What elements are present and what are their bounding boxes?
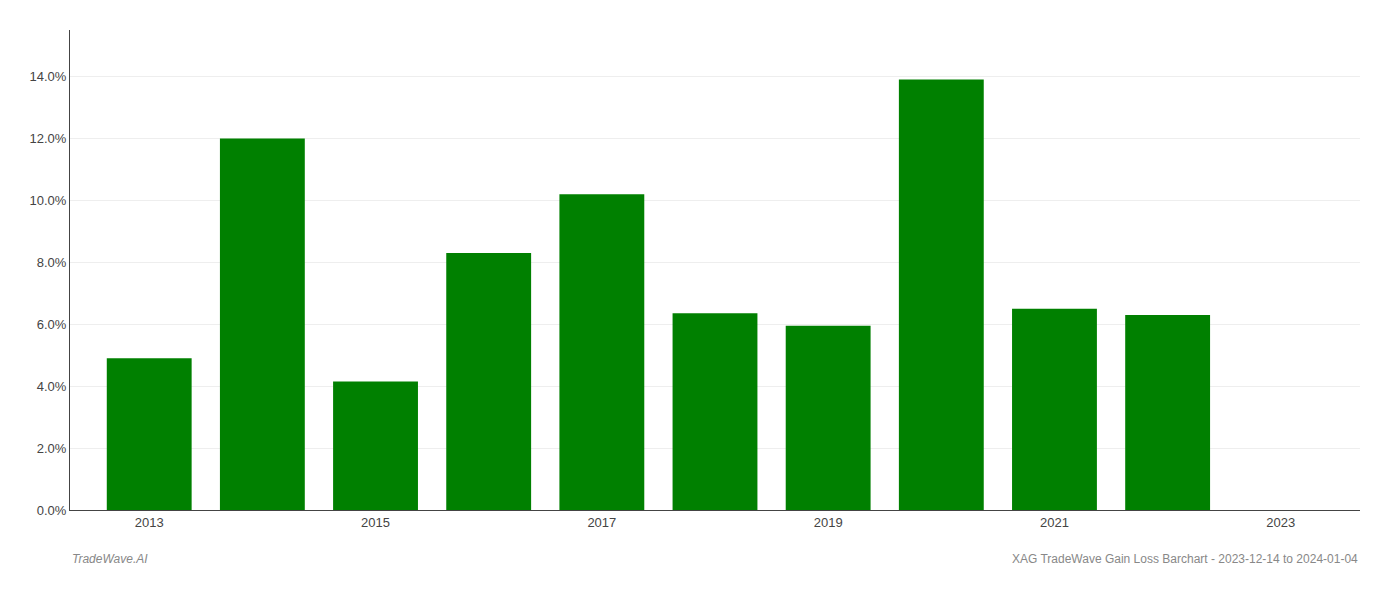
svg-text:12.0%: 12.0% — [30, 131, 67, 146]
svg-text:2.0%: 2.0% — [37, 441, 67, 456]
svg-text:XAG TradeWave Gain Loss Barcha: XAG TradeWave Gain Loss Barchart - 2023-… — [1012, 552, 1358, 566]
svg-text:4.0%: 4.0% — [37, 379, 67, 394]
svg-text:2017: 2017 — [587, 515, 616, 530]
svg-text:2015: 2015 — [361, 515, 390, 530]
svg-text:2021: 2021 — [1040, 515, 1069, 530]
svg-text:6.0%: 6.0% — [37, 317, 67, 332]
svg-text:2023: 2023 — [1266, 515, 1295, 530]
svg-text:2013: 2013 — [135, 515, 164, 530]
svg-text:0.0%: 0.0% — [37, 503, 67, 518]
svg-text:8.0%: 8.0% — [37, 255, 67, 270]
svg-text:TradeWave.AI: TradeWave.AI — [72, 552, 148, 566]
svg-text:14.0%: 14.0% — [30, 69, 67, 84]
svg-text:10.0%: 10.0% — [30, 193, 67, 208]
svg-text:2019: 2019 — [814, 515, 843, 530]
